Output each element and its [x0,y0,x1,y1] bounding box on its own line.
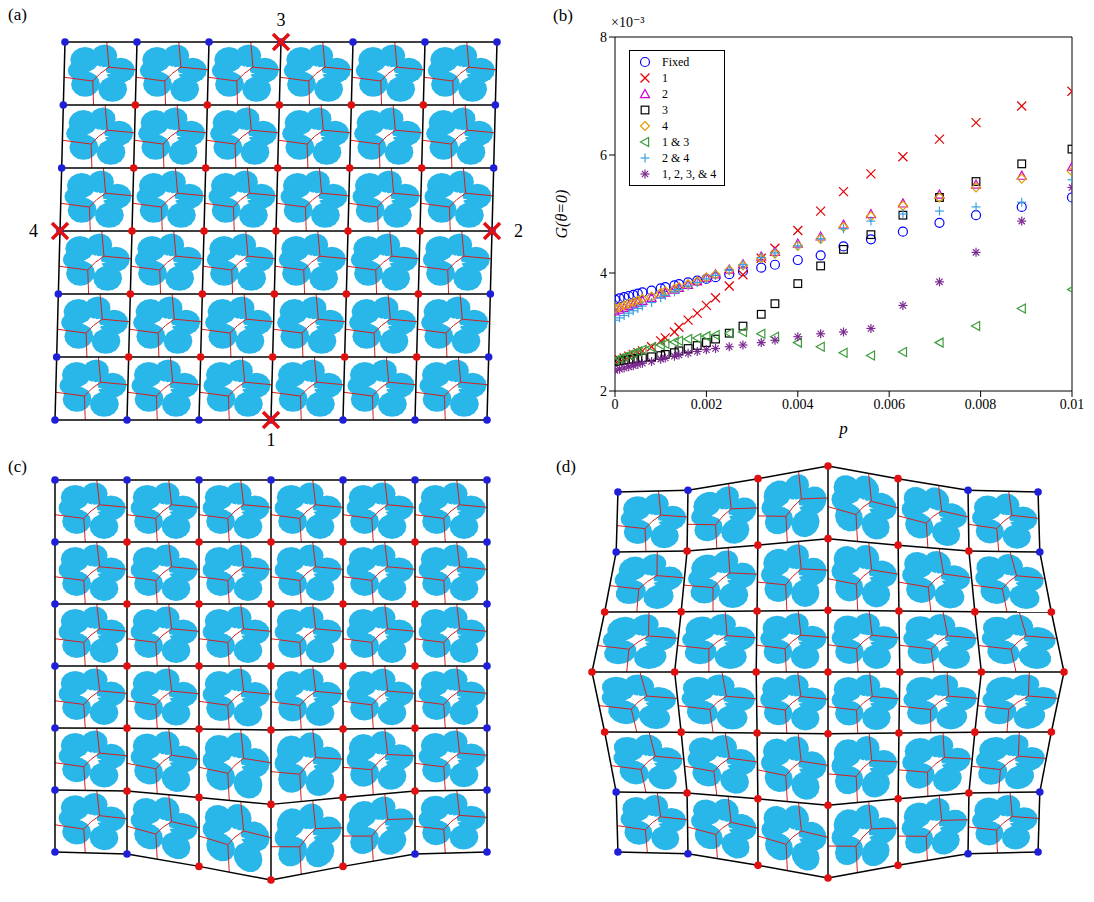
html-text:2 & 4: 2 & 4 [662,150,690,165]
html-text:2: 2 [662,86,668,101]
html-text:4: 4 [662,118,668,133]
svg-text:0.004: 0.004 [782,397,814,412]
html-text:(b): (b) [553,6,573,25]
html-text:Fixed: Fixed [662,54,690,69]
svg-text:(a): (a) [8,5,27,24]
svg-text:G(θ=0): G(θ=0) [553,190,571,239]
svg-text:0.01: 0.01 [1060,397,1085,412]
svg-text:8: 8 [600,30,607,45]
html-text:3: 3 [662,102,668,117]
svg-text:(c): (c) [8,457,27,476]
svg-text:p: p [838,419,848,438]
svg-text:0.006: 0.006 [873,397,905,412]
html-text:1: 1 [662,70,668,85]
html-text:×10⁻³: ×10⁻³ [611,15,645,30]
svg-text:(d): (d) [556,457,576,476]
svg-text:0.008: 0.008 [965,397,997,412]
svg-text:2: 2 [514,221,523,241]
svg-text:0.002: 0.002 [691,397,723,412]
svg-text:4: 4 [600,266,607,281]
svg-text:1: 1 [267,430,276,450]
html-text:1 & 3: 1 & 3 [662,134,690,149]
svg-text:3: 3 [277,10,286,30]
svg-text:2: 2 [600,384,607,399]
svg-text:0: 0 [612,397,619,412]
svg-text:4: 4 [29,221,38,241]
svg-text:6: 6 [600,148,607,163]
html-text:1, 2, 3, & 4: 1, 2, 3, & 4 [662,166,717,181]
